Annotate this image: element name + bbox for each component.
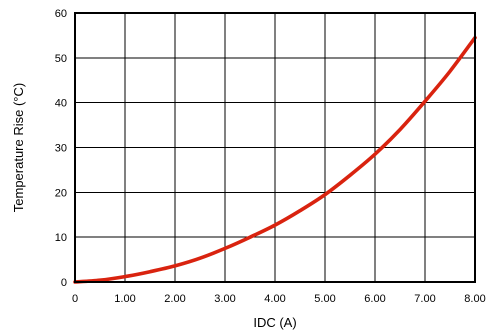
x-tick-label: 3.00 bbox=[214, 293, 235, 305]
y-tick-label: 20 bbox=[55, 187, 67, 199]
x-tick-label: 6.00 bbox=[364, 293, 385, 305]
plot-area bbox=[74, 12, 476, 283]
x-tick-label: 5.00 bbox=[314, 293, 335, 305]
x-axis-label: IDC (A) bbox=[253, 315, 296, 330]
x-tick-label: 4.00 bbox=[264, 293, 285, 305]
x-tick-label: 8.00 bbox=[464, 293, 485, 305]
curve-layer bbox=[73, 35, 477, 284]
y-tick-label: 50 bbox=[55, 53, 67, 65]
temperature-rise-curve bbox=[73, 35, 477, 284]
y-tick-label: 0 bbox=[61, 277, 67, 289]
x-tick-label: 2.00 bbox=[164, 293, 185, 305]
y-tick-label: 60 bbox=[55, 8, 67, 20]
x-tick-labels: 0 1.00 2.00 3.00 4.00 5.00 6.00 7.00 8.00 bbox=[72, 293, 486, 305]
x-tick-label: 7.00 bbox=[414, 293, 435, 305]
y-axis-label: Temperature Rise (°C) bbox=[11, 83, 26, 212]
y-tick-label: 10 bbox=[55, 232, 67, 244]
x-tick-label: 0 bbox=[72, 293, 78, 305]
y-tick-labels: 0 10 20 30 40 50 60 bbox=[55, 8, 67, 289]
grid bbox=[74, 12, 476, 283]
y-tick-label: 40 bbox=[55, 98, 67, 110]
x-tick-label: 1.00 bbox=[114, 293, 135, 305]
y-tick-label: 30 bbox=[55, 143, 67, 155]
